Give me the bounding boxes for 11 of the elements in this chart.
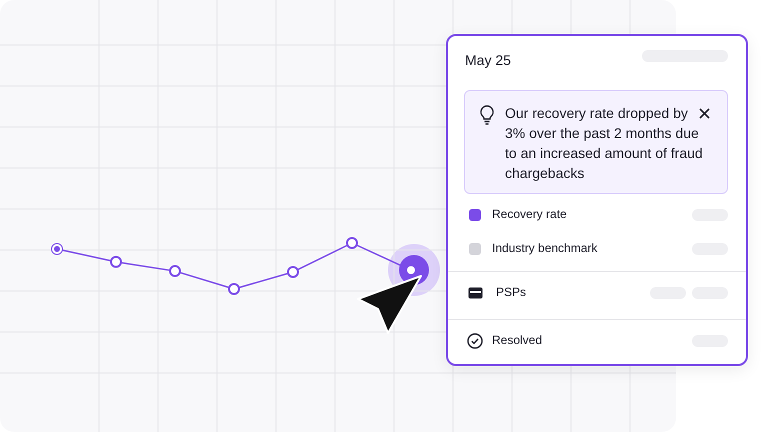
text: PSPs (496, 285, 526, 299)
text: Recovery rate (492, 207, 567, 221)
point (346, 237, 358, 249)
point (169, 265, 181, 278)
text: Our recovery rate dropped by 3% over the past 2 months due to an increased amount of fraud chargebacks (505, 104, 704, 183)
text: Resolved (492, 333, 542, 347)
point (287, 266, 299, 278)
point (228, 283, 240, 295)
text: May 25 (465, 52, 511, 68)
text: Industry benchmark (492, 241, 598, 255)
point (110, 256, 122, 268)
